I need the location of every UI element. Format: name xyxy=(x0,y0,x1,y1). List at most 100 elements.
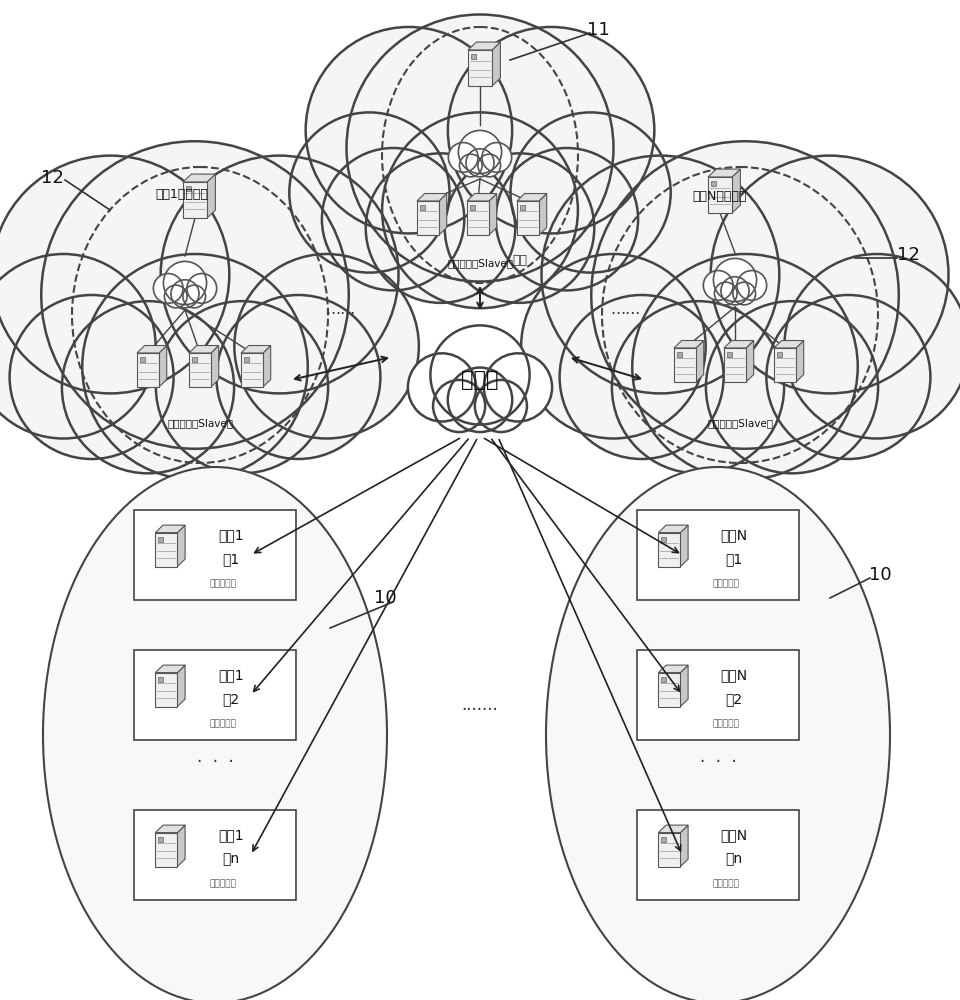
Polygon shape xyxy=(681,665,688,707)
Polygon shape xyxy=(517,201,539,235)
Polygon shape xyxy=(659,533,681,567)
Text: 站1: 站1 xyxy=(223,552,240,566)
Circle shape xyxy=(154,274,183,303)
Polygon shape xyxy=(263,346,271,387)
Polygon shape xyxy=(156,533,178,567)
Text: 站n: 站n xyxy=(726,852,743,866)
Circle shape xyxy=(444,153,594,303)
Text: 10: 10 xyxy=(869,566,891,584)
Circle shape xyxy=(713,258,756,302)
FancyBboxPatch shape xyxy=(661,677,666,682)
Circle shape xyxy=(591,141,899,449)
Circle shape xyxy=(482,143,512,172)
FancyBboxPatch shape xyxy=(520,205,525,210)
Polygon shape xyxy=(681,825,688,867)
Circle shape xyxy=(766,295,930,459)
Text: ·······: ······· xyxy=(462,701,498,719)
FancyBboxPatch shape xyxy=(637,810,799,900)
Circle shape xyxy=(732,282,756,305)
Circle shape xyxy=(408,353,476,422)
Text: 区執N: 区執N xyxy=(721,828,748,842)
Text: 区執N数据中心: 区執N数据中心 xyxy=(693,190,747,204)
Text: 光纤: 光纤 xyxy=(513,253,527,266)
FancyBboxPatch shape xyxy=(661,837,666,842)
FancyBboxPatch shape xyxy=(186,186,191,191)
Ellipse shape xyxy=(43,467,387,1000)
Text: 从服务器（Slave）: 从服务器（Slave） xyxy=(167,418,233,428)
Circle shape xyxy=(460,154,482,177)
Polygon shape xyxy=(492,42,500,86)
FancyBboxPatch shape xyxy=(134,510,296,600)
Polygon shape xyxy=(539,194,546,235)
Polygon shape xyxy=(183,182,207,218)
Text: 区執N: 区執N xyxy=(721,528,748,542)
Circle shape xyxy=(83,254,308,480)
Polygon shape xyxy=(159,346,167,387)
FancyBboxPatch shape xyxy=(158,537,163,542)
Polygon shape xyxy=(156,833,178,867)
Circle shape xyxy=(0,254,156,438)
Polygon shape xyxy=(211,346,219,387)
Text: 从服务器（Slave）: 从服务器（Slave） xyxy=(707,418,773,428)
Polygon shape xyxy=(746,341,754,382)
Circle shape xyxy=(706,301,878,473)
Circle shape xyxy=(10,295,174,459)
FancyBboxPatch shape xyxy=(637,650,799,740)
FancyBboxPatch shape xyxy=(637,510,799,600)
FancyBboxPatch shape xyxy=(470,205,475,210)
Text: 11: 11 xyxy=(587,21,610,39)
Text: 区块1: 区块1 xyxy=(218,528,244,542)
Circle shape xyxy=(484,353,552,422)
FancyBboxPatch shape xyxy=(661,537,666,542)
Polygon shape xyxy=(724,348,746,382)
Circle shape xyxy=(560,295,724,459)
Circle shape xyxy=(612,301,784,473)
FancyBboxPatch shape xyxy=(192,357,197,362)
Polygon shape xyxy=(774,341,804,348)
Polygon shape xyxy=(659,825,688,833)
Circle shape xyxy=(710,156,948,393)
Circle shape xyxy=(714,282,737,305)
FancyBboxPatch shape xyxy=(711,181,716,186)
Polygon shape xyxy=(467,201,489,235)
Circle shape xyxy=(234,254,419,438)
Text: 站1: 站1 xyxy=(726,552,743,566)
Polygon shape xyxy=(137,353,159,387)
Circle shape xyxy=(289,112,449,273)
Circle shape xyxy=(633,254,857,480)
Text: 区块1: 区块1 xyxy=(218,828,244,842)
Circle shape xyxy=(61,301,234,473)
Circle shape xyxy=(163,261,206,305)
Circle shape xyxy=(433,380,485,432)
FancyBboxPatch shape xyxy=(158,677,163,682)
Text: 10: 10 xyxy=(373,589,396,607)
Polygon shape xyxy=(468,42,500,50)
Ellipse shape xyxy=(546,467,890,1000)
Text: 12: 12 xyxy=(897,246,920,264)
Circle shape xyxy=(382,112,578,308)
Circle shape xyxy=(466,149,494,177)
Polygon shape xyxy=(241,353,263,387)
Circle shape xyxy=(216,295,380,459)
Circle shape xyxy=(322,148,465,290)
Polygon shape xyxy=(156,525,185,533)
Circle shape xyxy=(447,368,513,432)
Polygon shape xyxy=(659,665,688,673)
Circle shape xyxy=(541,156,780,393)
Circle shape xyxy=(0,156,229,393)
Polygon shape xyxy=(674,348,696,382)
Polygon shape xyxy=(659,833,681,867)
Polygon shape xyxy=(724,341,754,348)
Text: 12: 12 xyxy=(40,169,63,187)
Circle shape xyxy=(41,141,348,449)
Text: 站2: 站2 xyxy=(726,692,743,706)
Polygon shape xyxy=(796,341,804,382)
Polygon shape xyxy=(156,825,185,833)
Circle shape xyxy=(448,143,478,172)
Circle shape xyxy=(511,112,671,273)
Polygon shape xyxy=(774,348,796,382)
Text: 站场服务器: 站场服务器 xyxy=(712,579,739,588)
FancyBboxPatch shape xyxy=(134,810,296,900)
Polygon shape xyxy=(178,825,185,867)
Circle shape xyxy=(305,27,512,233)
